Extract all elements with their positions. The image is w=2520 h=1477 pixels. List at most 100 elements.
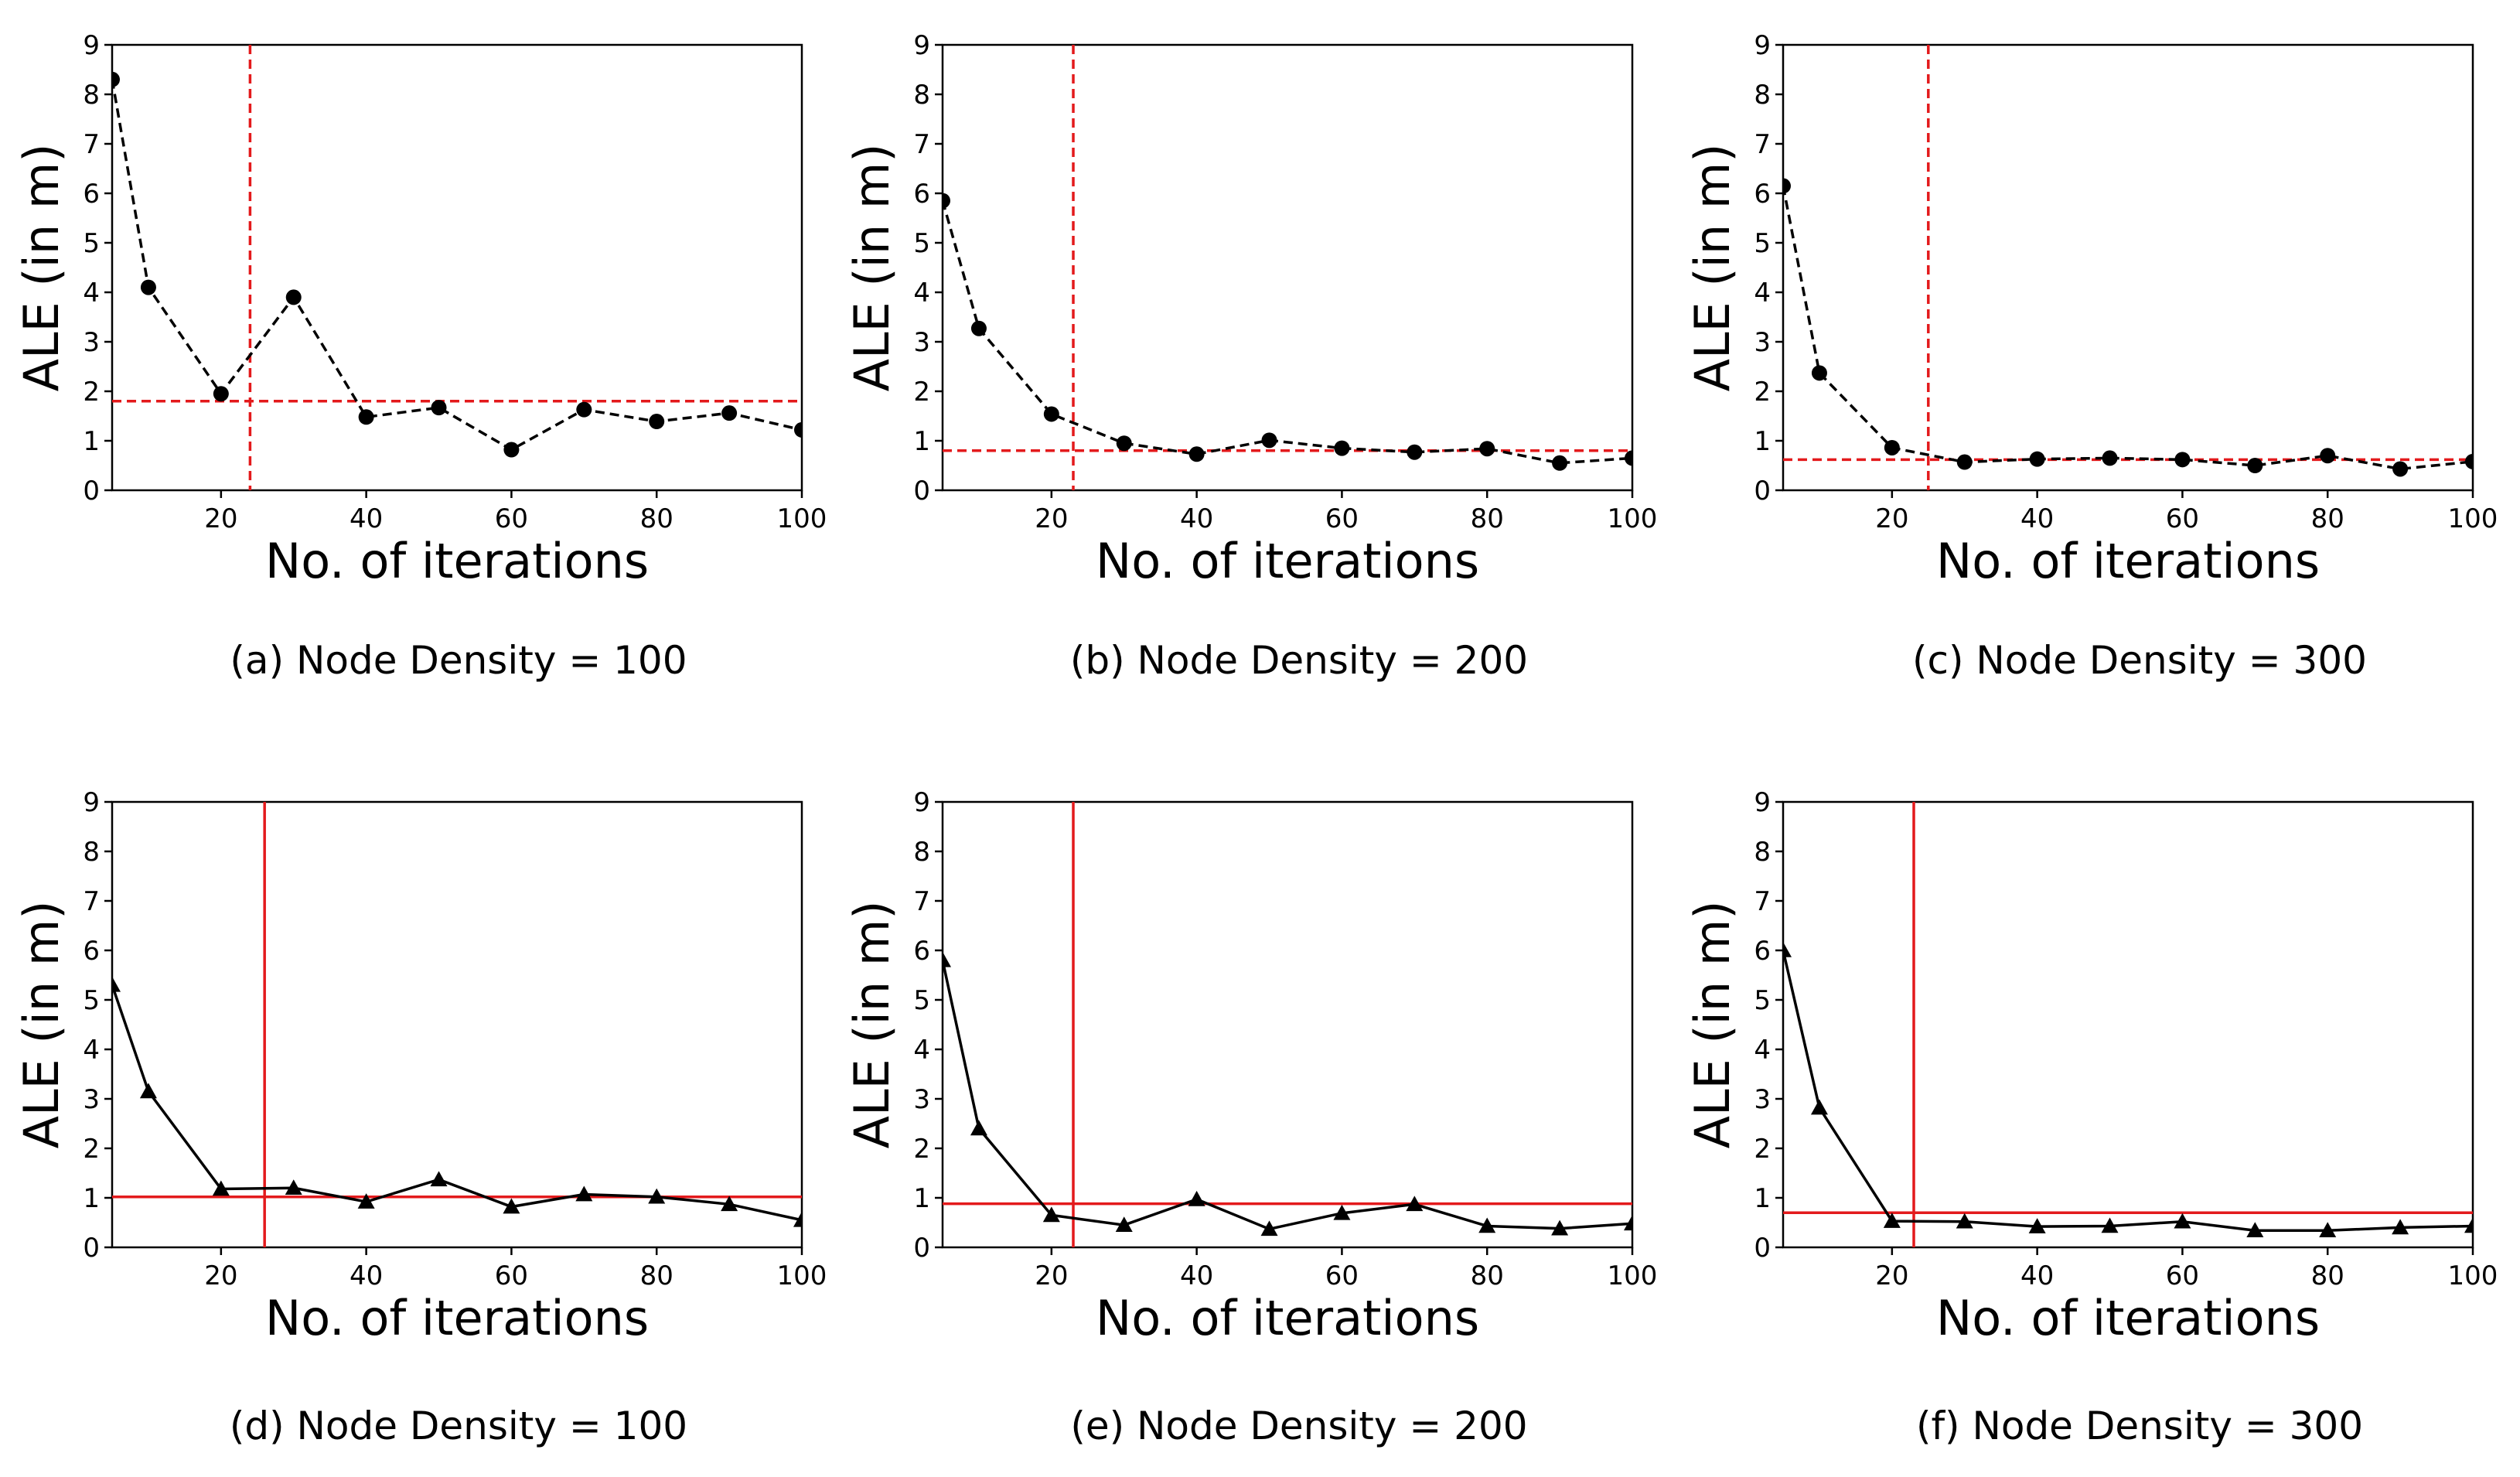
y-axis-label: ALE (in m) [1684, 901, 1741, 1149]
series-line [112, 79, 802, 452]
data-point [2101, 1217, 2119, 1233]
x-tick-label: 60 [2166, 1260, 2199, 1291]
x-tick-label: 40 [2020, 503, 2054, 534]
x-tick-label: 60 [2166, 503, 2199, 534]
x-tick-label: 80 [640, 503, 673, 534]
data-point [1552, 455, 1568, 471]
data-point [503, 1198, 520, 1214]
data-point [2246, 1222, 2264, 1238]
data-point [793, 1211, 802, 1227]
data-point [1478, 1217, 1496, 1233]
plot-frame [941, 43, 1634, 492]
y-tick-label: 4 [83, 1035, 100, 1066]
y-tick-label: 1 [83, 426, 100, 457]
data-point [1883, 1213, 1901, 1228]
data-point [575, 1185, 593, 1202]
data-point [2465, 453, 2473, 469]
data-point [431, 400, 447, 416]
chart-e-caption: (e) Node Density = 200 [1070, 1404, 1528, 1448]
plot-area [112, 802, 802, 1247]
plot-area [112, 45, 802, 490]
data-point [1261, 432, 1277, 449]
y-tick-label: 1 [83, 1183, 100, 1214]
y-tick-label: 9 [1754, 787, 1771, 818]
x-tick-label: 20 [204, 1260, 237, 1291]
data-point [285, 289, 302, 305]
data-point [357, 1193, 375, 1209]
y-tick-label: 1 [1754, 1183, 1771, 1214]
x-tick-label: 60 [1325, 1260, 1359, 1291]
data-point [140, 279, 156, 295]
y-tick-label: 6 [83, 936, 100, 967]
x-tick-label: 40 [1180, 503, 1213, 534]
chart-panel-a: 0 1 2 3 4 5 6 7 8 9 20 40 60 80 100 No. of iterations AL… [0, 0, 840, 738]
x-tick-label: 100 [777, 503, 827, 534]
y-tick-label: 4 [83, 278, 100, 309]
x-axis-label: No. of iterations [1936, 1290, 2320, 1342]
data-point [1042, 1206, 1060, 1223]
x-tick-label: 80 [1471, 1260, 1504, 1291]
series-line [943, 960, 1632, 1231]
y-tick-label: 6 [83, 179, 100, 210]
y-tick-label: 7 [1754, 886, 1771, 917]
data-point [2029, 451, 2045, 467]
y-tick-label: 8 [1754, 80, 1771, 111]
data-point [648, 1188, 666, 1204]
y-tick-label: 9 [83, 787, 100, 818]
y-tick-label: 2 [1754, 1134, 1771, 1165]
chart-c-svg: 0 1 2 3 4 5 6 7 8 9 20 40 60 80 100 No. of iterations AL… [1684, 30, 2498, 589]
data-point [1406, 1196, 1424, 1212]
chart-panel-c: 0 1 2 3 4 5 6 7 8 9 20 40 60 80 100 No. of iterations AL… [1679, 0, 2520, 738]
y-tick-label: 2 [83, 1134, 100, 1165]
y-tick-label: 0 [1754, 476, 1771, 507]
y-tick-label: 0 [913, 476, 930, 507]
data-point [112, 976, 121, 992]
data-point [1956, 1213, 1973, 1229]
y-tick-label: 4 [913, 278, 930, 309]
y-tick-label: 4 [1754, 1035, 1771, 1066]
x-tick-label: 80 [1471, 503, 1504, 534]
x-tick-label: 80 [640, 1260, 673, 1291]
y-tick-label: 0 [1754, 1233, 1771, 1264]
data-point [1884, 439, 1900, 455]
x-tick-label: 40 [350, 1260, 383, 1291]
y-tick-label: 6 [1754, 179, 1771, 210]
y-tick-label: 5 [83, 985, 100, 1016]
x-tick-label: 60 [495, 503, 528, 534]
data-point [2174, 1213, 2191, 1229]
y-tick-label: 1 [1754, 426, 1771, 457]
chart-d-svg: 0 1 2 3 4 5 6 7 8 9 20 40 60 80 100 No. of iterations AL… [13, 787, 827, 1342]
y-tick-label: 7 [83, 129, 100, 160]
y-tick-label: 8 [83, 837, 100, 868]
plot-area [1783, 45, 2473, 490]
y-tick-label: 5 [913, 228, 930, 259]
plot-frame [111, 800, 803, 1249]
data-point [1260, 1220, 1278, 1237]
data-point [1188, 1190, 1205, 1206]
data-point [721, 405, 738, 421]
y-tick-label: 6 [913, 936, 930, 967]
data-point [2392, 461, 2409, 477]
y-tick-label: 9 [1754, 30, 1771, 61]
data-point [213, 386, 229, 402]
y-tick-label: 9 [913, 30, 930, 61]
data-point [139, 1083, 157, 1099]
plot-area [943, 45, 1632, 490]
data-point [2174, 452, 2191, 468]
y-tick-label: 7 [1754, 129, 1771, 160]
data-point [2319, 1222, 2337, 1238]
data-point [1188, 446, 1205, 462]
x-tick-label: 20 [204, 503, 237, 534]
chart-c-caption: (c) Node Density = 300 [1912, 638, 2367, 683]
plot-frame [111, 43, 803, 492]
y-axis-label: ALE (in m) [13, 901, 70, 1149]
chart-a-svg: 0 1 2 3 4 5 6 7 8 9 20 40 60 80 100 No. of iterations AL… [13, 30, 827, 589]
y-tick-label: 2 [913, 377, 930, 408]
x-tick-label: 100 [1608, 503, 1658, 534]
series-line [112, 984, 802, 1222]
chart-b-svg: 0 1 2 3 4 5 6 7 8 9 20 40 60 80 100 No. of iterations AL… [844, 30, 1658, 589]
data-point [112, 71, 120, 87]
data-point [1334, 440, 1350, 456]
x-axis-label: No. of iterations [1096, 1290, 1479, 1342]
data-point [1116, 435, 1132, 452]
